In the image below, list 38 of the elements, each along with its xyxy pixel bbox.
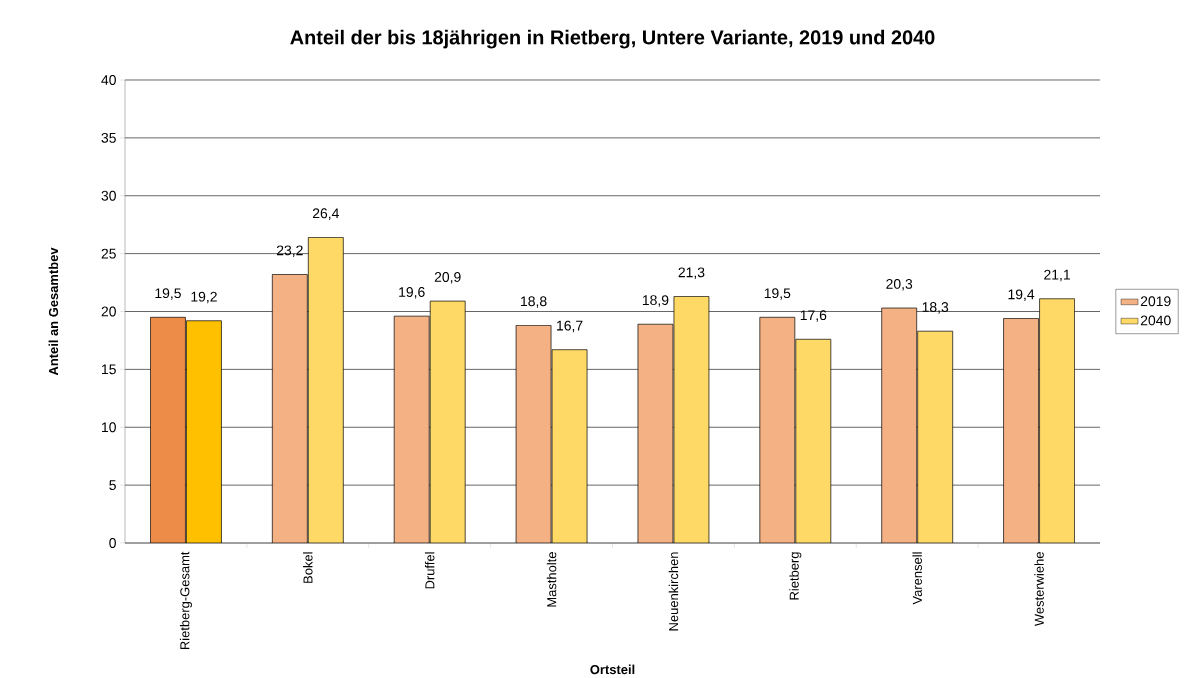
data-label: 19,2: [191, 291, 217, 304]
y-axis-title: Anteil an Gesamtbev: [48, 247, 59, 376]
chart-title: Anteil der bis 18jährigen in Rietberg, Untere Variante, 2019 und 2040: [290, 29, 935, 49]
x-axis-title: Ortsteil: [590, 664, 635, 675]
data-label: 17,6: [800, 310, 827, 322]
data-label: 19,4: [1008, 289, 1035, 301]
y-tick-label: 15: [102, 364, 116, 375]
legend-label: 2019: [1140, 296, 1171, 307]
data-label: 23,2: [276, 245, 303, 257]
data-label: 19,5: [155, 288, 181, 300]
legend-label: 2040: [1140, 315, 1171, 326]
data-label: 21,3: [678, 267, 705, 279]
y-tick-label: 30: [101, 190, 116, 201]
y-tick-label: 5: [109, 480, 116, 490]
data-label: 19,5: [764, 288, 791, 300]
data-label: 18,8: [521, 296, 547, 308]
y-tick-label: 25: [101, 248, 116, 259]
x-tick-label: Varensell: [912, 552, 922, 605]
data-label: 20,3: [886, 278, 913, 291]
data-label: 18,9: [642, 295, 669, 307]
x-tick-label: Rietberg: [789, 552, 802, 600]
y-tick-label: 20: [101, 306, 116, 317]
data-label: 19,6: [399, 287, 425, 299]
y-tick-label: 40: [101, 75, 116, 85]
y-tick-label: 10: [102, 422, 116, 433]
data-label: 16,7: [557, 320, 583, 333]
x-tick-label: Westerwiehe: [1034, 552, 1044, 627]
data-label: 20,9: [434, 272, 461, 284]
x-tick-label: Rietberg-Gesamt: [179, 551, 192, 650]
x-tick-label: Druffel: [424, 552, 435, 589]
y-tick-label: 35: [101, 132, 116, 143]
data-label: 26,4: [312, 208, 339, 220]
x-tick-label: Mastholte: [546, 552, 557, 607]
data-label: 21,1: [1044, 269, 1070, 282]
x-tick-label: Bokel: [303, 552, 313, 583]
y-tick-label: 0: [109, 538, 116, 548]
x-tick-label: Neuenkirchen: [668, 552, 679, 631]
data-label: 18,3: [922, 302, 949, 314]
